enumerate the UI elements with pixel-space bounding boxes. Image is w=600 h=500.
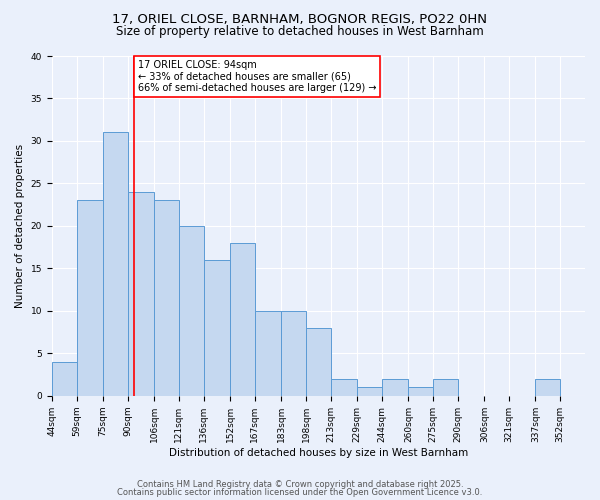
Bar: [357, 388, 382, 396]
Bar: [535, 379, 560, 396]
Text: Size of property relative to detached houses in West Barnham: Size of property relative to detached ho…: [116, 25, 484, 38]
Bar: [230, 243, 255, 396]
Bar: [281, 311, 306, 396]
Y-axis label: Number of detached properties: Number of detached properties: [15, 144, 25, 308]
Text: Contains HM Land Registry data © Crown copyright and database right 2025.: Contains HM Land Registry data © Crown c…: [137, 480, 463, 489]
Text: Contains public sector information licensed under the Open Government Licence v3: Contains public sector information licen…: [118, 488, 482, 497]
Bar: [77, 200, 103, 396]
Bar: [128, 192, 154, 396]
Bar: [154, 200, 179, 396]
Text: 17 ORIEL CLOSE: 94sqm
← 33% of detached houses are smaller (65)
66% of semi-deta: 17 ORIEL CLOSE: 94sqm ← 33% of detached …: [137, 60, 376, 94]
Text: 17, ORIEL CLOSE, BARNHAM, BOGNOR REGIS, PO22 0HN: 17, ORIEL CLOSE, BARNHAM, BOGNOR REGIS, …: [113, 12, 487, 26]
Bar: [255, 311, 281, 396]
Bar: [433, 379, 458, 396]
Bar: [306, 328, 331, 396]
Bar: [179, 226, 203, 396]
Bar: [331, 379, 357, 396]
Bar: [52, 362, 77, 396]
Bar: [103, 132, 128, 396]
Bar: [203, 260, 230, 396]
X-axis label: Distribution of detached houses by size in West Barnham: Distribution of detached houses by size …: [169, 448, 468, 458]
Bar: [382, 379, 409, 396]
Bar: [409, 388, 433, 396]
